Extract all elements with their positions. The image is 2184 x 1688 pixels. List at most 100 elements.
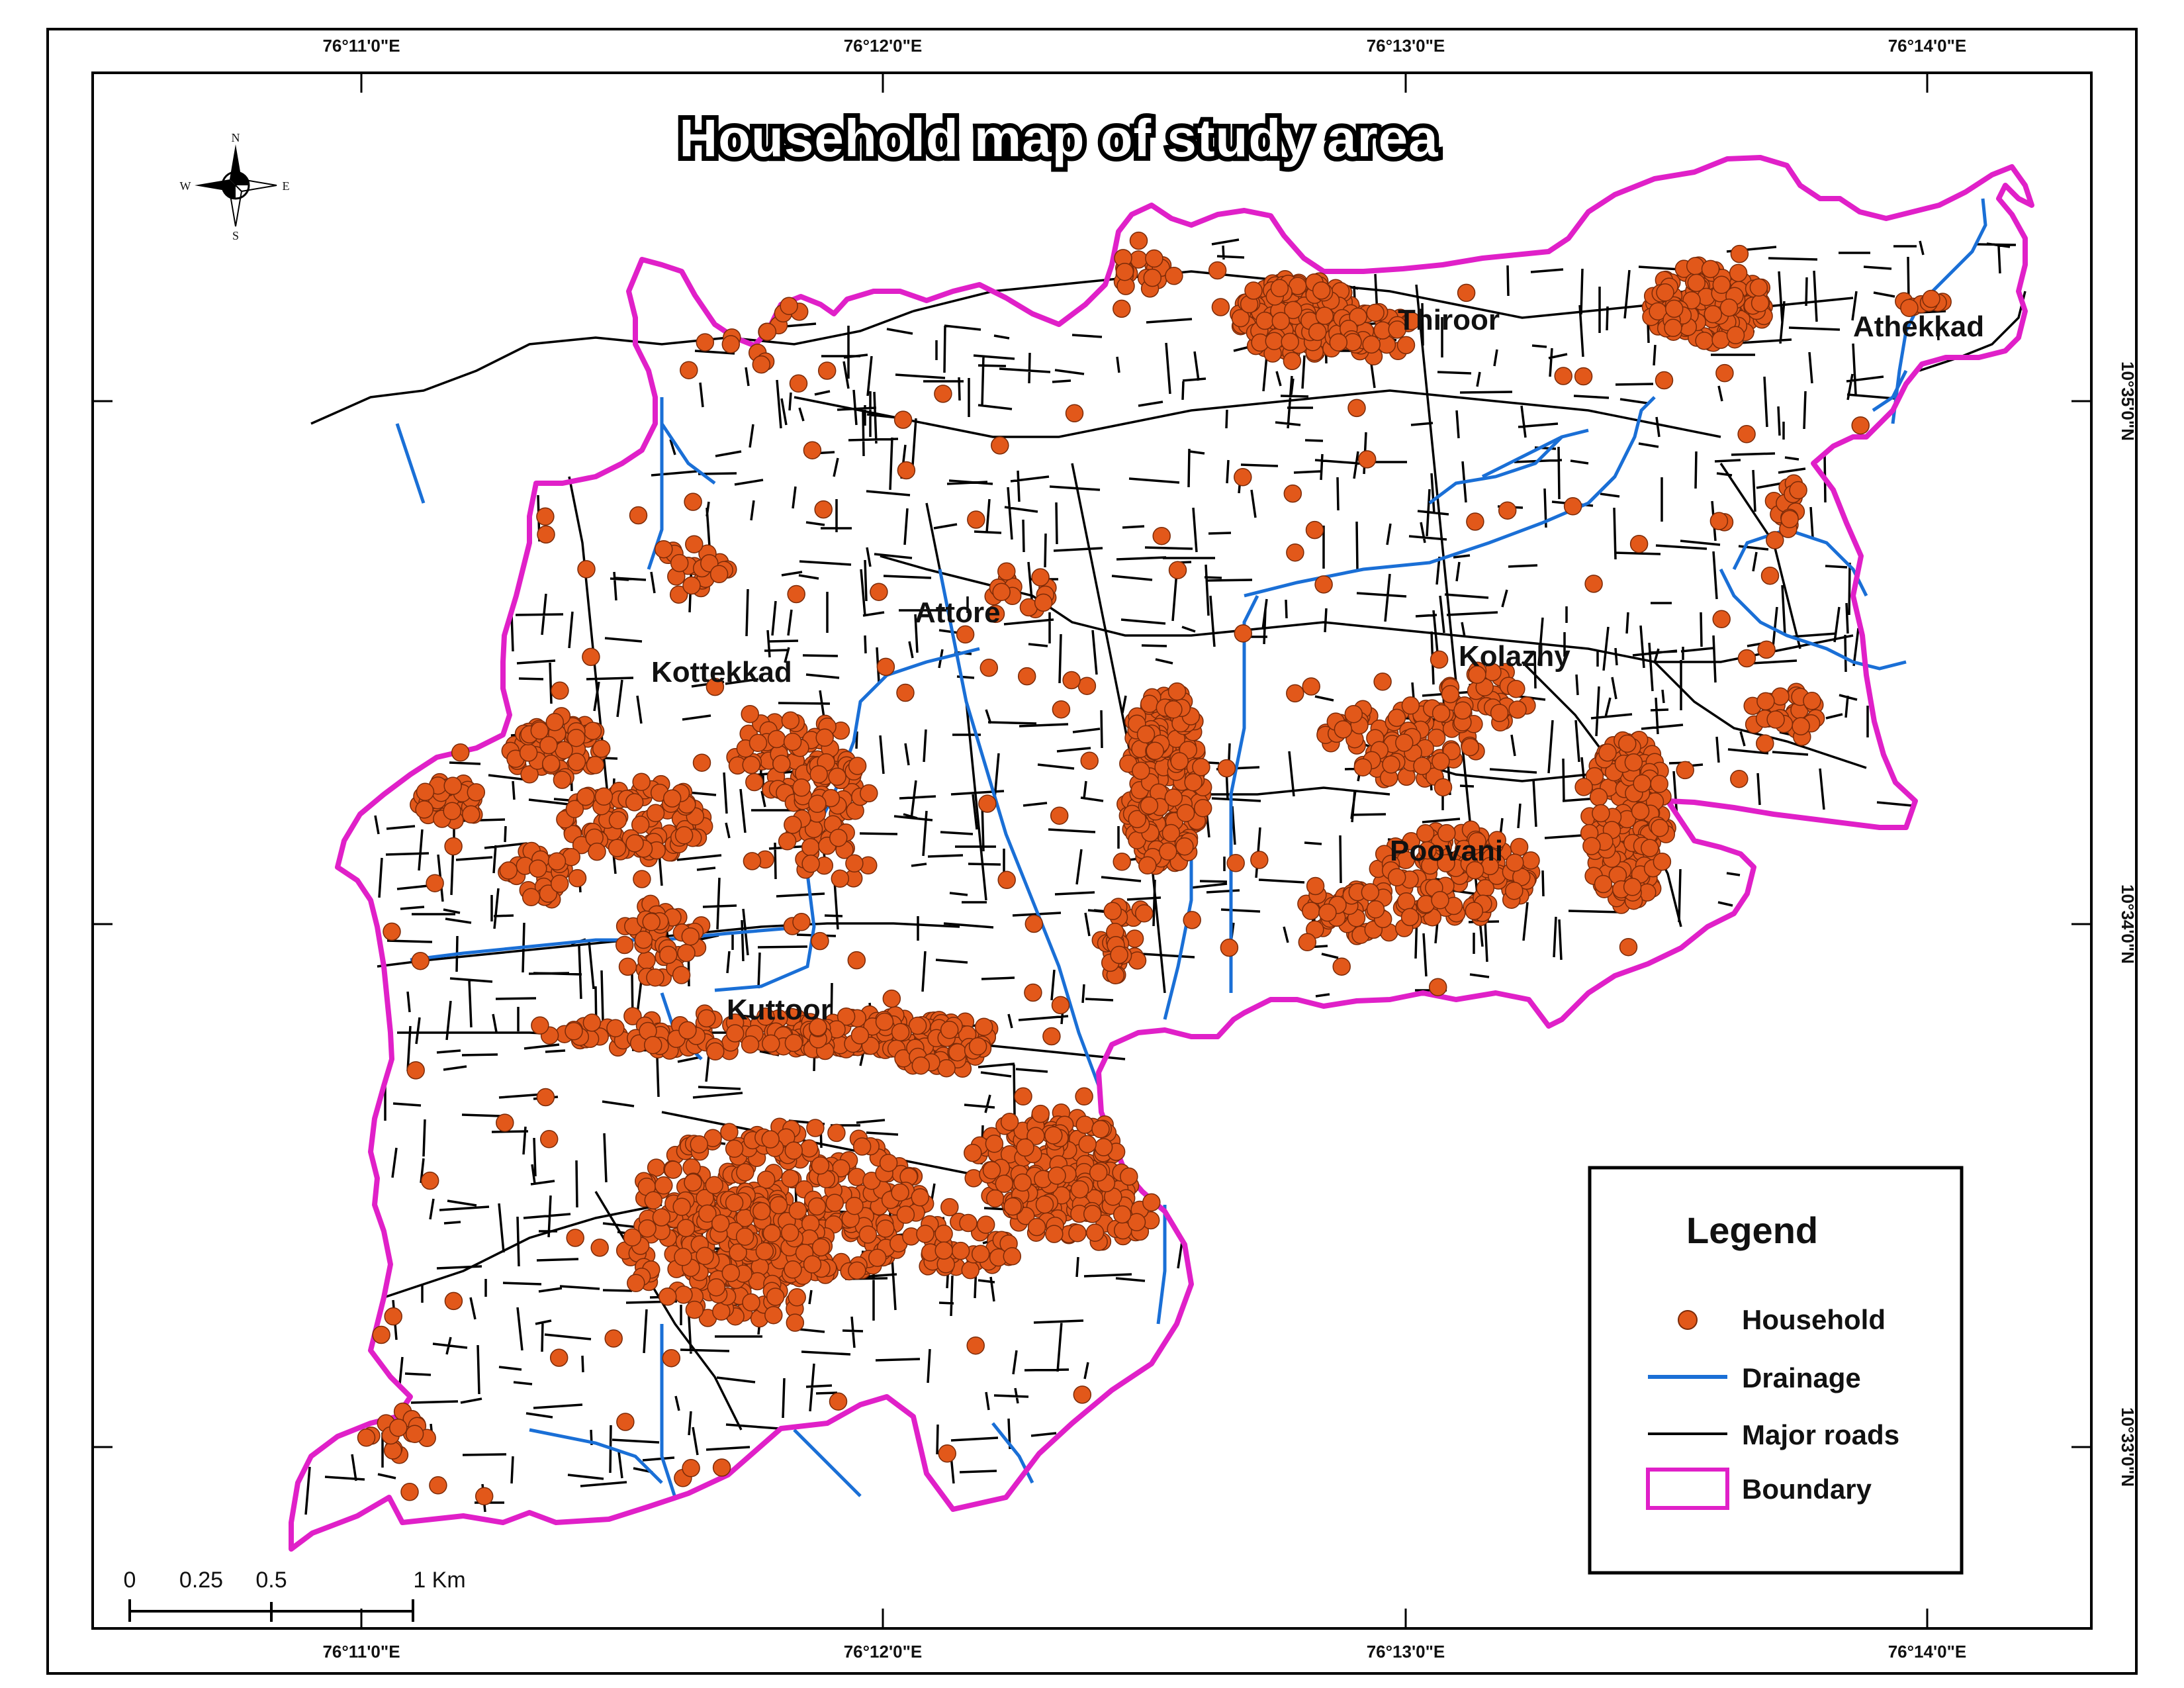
- household-point: [1298, 933, 1317, 952]
- household-point: [633, 870, 651, 888]
- household-point: [567, 728, 586, 747]
- household-point: [788, 1201, 807, 1220]
- household-point: [499, 861, 518, 880]
- household-point: [1113, 299, 1131, 318]
- household-point: [1633, 774, 1651, 793]
- household-point: [1468, 831, 1486, 851]
- household-point: [1308, 322, 1327, 342]
- household-point: [1756, 692, 1775, 711]
- household-point: [384, 1307, 402, 1326]
- household-point: [583, 722, 602, 740]
- household-point: [1574, 367, 1593, 386]
- household-point: [1507, 679, 1525, 698]
- household-point: [496, 1113, 514, 1132]
- household-point: [1075, 1115, 1094, 1134]
- household-point: [623, 1007, 642, 1025]
- household-point: [1164, 700, 1183, 719]
- household-point: [637, 951, 656, 970]
- household-point: [711, 1214, 730, 1233]
- household-point: [916, 1225, 934, 1243]
- household-point: [1283, 352, 1302, 371]
- household-point: [1704, 305, 1723, 324]
- household-point: [940, 1197, 959, 1217]
- household-point: [429, 1476, 447, 1495]
- household-point: [1701, 259, 1720, 279]
- household-point: [642, 913, 660, 931]
- household-point: [539, 1130, 559, 1149]
- household-point: [659, 1288, 677, 1306]
- drainage-line: [395, 423, 426, 504]
- compass-e: E: [283, 179, 290, 193]
- household-point: [1737, 649, 1756, 668]
- household-point: [1712, 610, 1731, 629]
- household-point: [529, 859, 547, 878]
- household-point: [968, 1037, 987, 1056]
- household-point: [1217, 759, 1236, 778]
- household-point: [1361, 883, 1380, 902]
- household-point: [536, 1088, 555, 1107]
- household-point: [985, 1189, 1005, 1208]
- household-point: [769, 1196, 788, 1215]
- outer-frame: [46, 28, 2138, 1675]
- household-point: [847, 951, 866, 970]
- household-point: [997, 562, 1016, 581]
- legend-household-label: Household: [1742, 1304, 1886, 1335]
- bottom-lon-label-4: 76°14'0"E: [1888, 1642, 1967, 1662]
- household-point: [644, 1191, 663, 1210]
- household-point: [594, 787, 614, 806]
- household-point: [1045, 1225, 1064, 1243]
- household-point: [792, 778, 811, 797]
- household-point: [1433, 778, 1453, 797]
- household-point: [1461, 737, 1480, 757]
- household-point: [772, 755, 791, 773]
- household-point: [756, 1170, 776, 1189]
- household-point: [1035, 1195, 1054, 1214]
- household-point: [848, 1261, 866, 1280]
- household-point: [811, 1156, 830, 1175]
- household-point: [911, 1056, 931, 1075]
- household-point: [1401, 696, 1420, 715]
- household-point: [1631, 802, 1650, 821]
- household-point: [783, 732, 802, 751]
- household-point: [1651, 818, 1669, 837]
- household-point: [964, 1143, 982, 1162]
- household-point: [1170, 752, 1189, 771]
- drainage-line: [529, 1428, 663, 1484]
- household-point: [1110, 945, 1128, 964]
- household-point: [586, 756, 605, 774]
- household-point: [781, 1169, 799, 1188]
- household-point: [752, 355, 771, 374]
- household-point: [762, 1224, 782, 1243]
- household-point: [1034, 593, 1053, 612]
- household-point: [632, 773, 651, 791]
- household-point: [1167, 682, 1187, 701]
- household-point: [1014, 1087, 1032, 1106]
- household-point: [1729, 263, 1748, 283]
- household-point: [1730, 769, 1749, 788]
- household-point: [698, 1204, 717, 1223]
- household-point: [685, 535, 704, 553]
- household-point: [1031, 1104, 1050, 1123]
- household-point: [1709, 512, 1729, 530]
- household-point: [541, 755, 561, 773]
- place-kuttoor: Kuttoor: [727, 994, 832, 1026]
- household-point: [1431, 891, 1449, 910]
- household-point: [1598, 743, 1617, 762]
- household-point: [662, 1348, 681, 1368]
- household-point: [786, 1313, 805, 1332]
- household-point: [520, 765, 539, 784]
- household-point: [1050, 806, 1069, 825]
- household-point: [400, 1483, 419, 1501]
- household-point: [825, 1194, 844, 1212]
- household-point: [814, 500, 833, 519]
- household-point: [767, 729, 786, 749]
- household-point: [850, 1026, 870, 1045]
- drainage-line: [1481, 435, 1563, 479]
- household-point: [682, 576, 701, 595]
- household-point: [604, 1329, 623, 1348]
- household-point: [634, 930, 653, 949]
- household-point: [1465, 861, 1484, 880]
- household-point: [992, 583, 1011, 602]
- household-point: [1080, 751, 1099, 770]
- household-point: [1128, 810, 1147, 829]
